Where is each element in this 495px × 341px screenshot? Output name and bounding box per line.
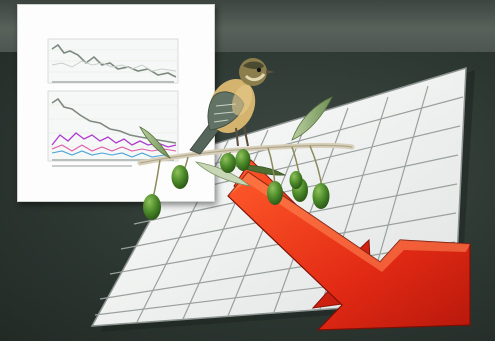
olive — [312, 183, 330, 209]
olive — [220, 153, 236, 173]
perched-bird — [189, 58, 275, 155]
chart-thumbnail — [17, 4, 215, 202]
olive — [267, 181, 283, 205]
green-olives — [143, 149, 330, 220]
olive-leaves — [139, 96, 333, 187]
olive — [289, 171, 303, 189]
olive — [171, 165, 189, 189]
olive — [235, 149, 251, 171]
olive — [143, 194, 161, 220]
arrow-highlight — [228, 172, 470, 272]
thumbnail-chart-bottom — [47, 90, 179, 167]
thumbnail-chart-top — [47, 38, 179, 84]
